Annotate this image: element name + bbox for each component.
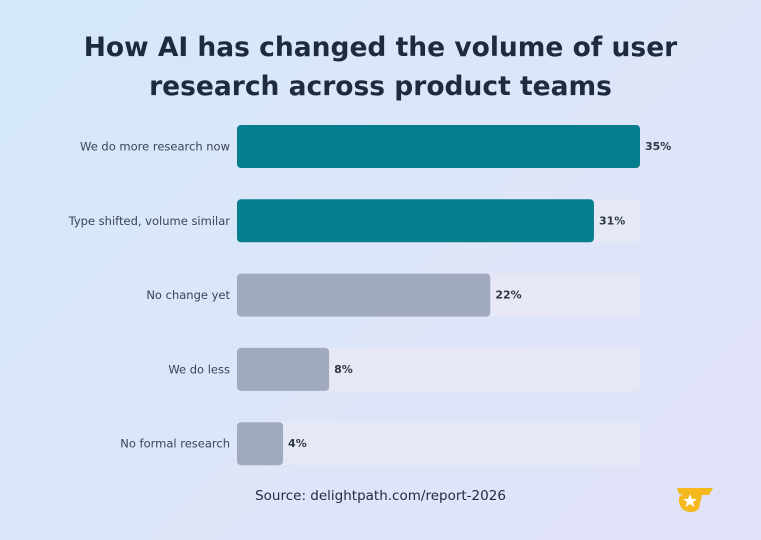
chart-title: How AI has changed the volume of user re… (0, 28, 761, 106)
value-label: 22% (495, 289, 521, 302)
chart-title-line-1: How AI has changed the volume of user (83, 32, 678, 63)
bar (237, 422, 284, 466)
value-label: 8% (334, 363, 353, 376)
category-label: No formal research (120, 437, 230, 451)
bar-track (237, 422, 640, 466)
star-badge-icon (677, 488, 713, 512)
category-label: We do more research now (80, 140, 230, 154)
value-label: 31% (599, 214, 625, 227)
bar (237, 347, 330, 391)
category-label: No change yet (146, 288, 230, 302)
category-label: Type shifted, volume similar (68, 214, 231, 228)
chart-title-line-2: research across product teams (149, 71, 612, 102)
bar-track (237, 347, 640, 391)
value-label: 4% (288, 437, 307, 450)
bar (237, 199, 594, 243)
category-label: We do less (168, 362, 230, 376)
bar (237, 273, 491, 317)
bar (237, 125, 640, 168)
source-note: Source: delightpath.com/report-2026 (255, 488, 506, 504)
value-label: 35% (645, 140, 671, 153)
